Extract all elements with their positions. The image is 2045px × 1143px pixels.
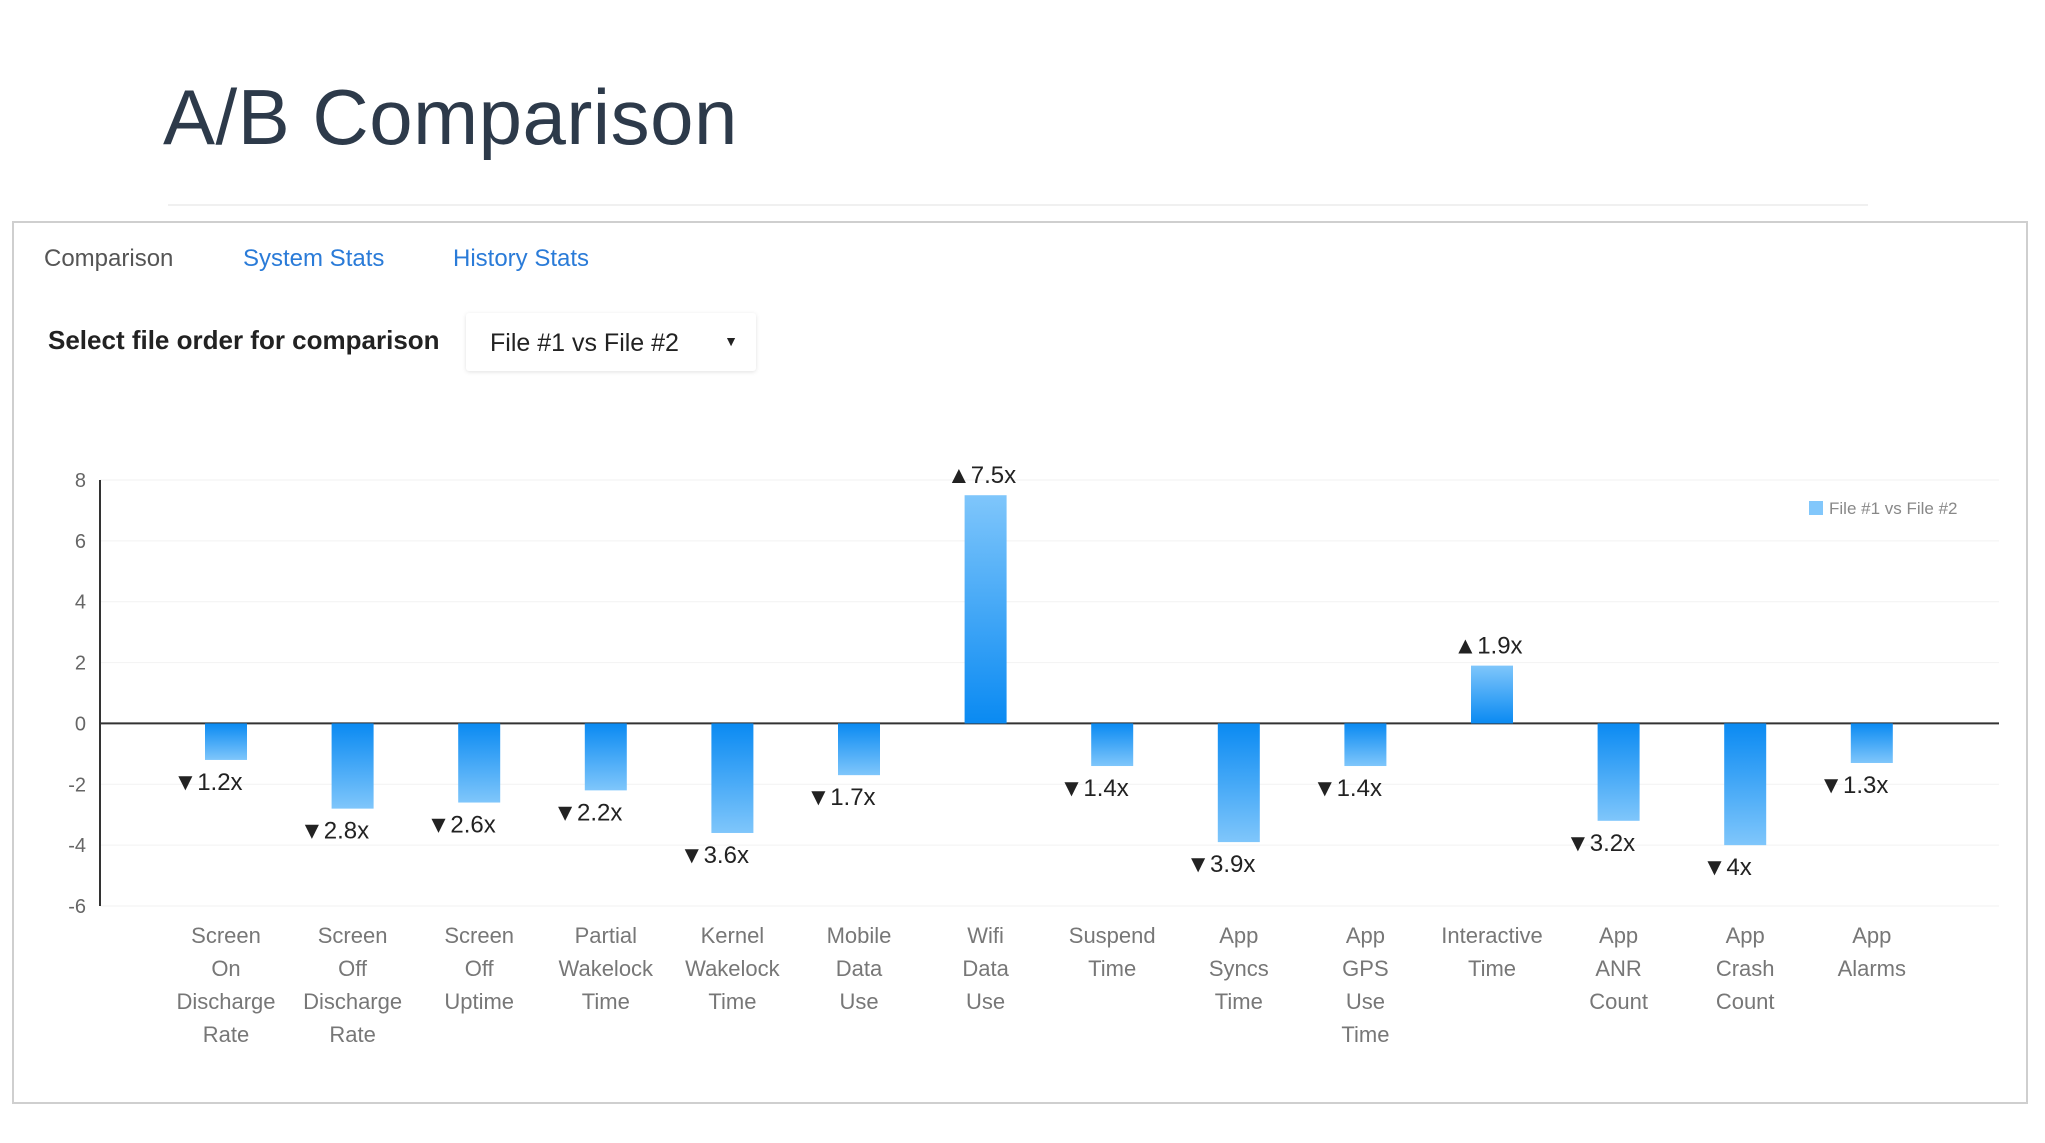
bar[interactable]: [458, 723, 501, 803]
data-label: ▼1.7x: [806, 784, 875, 811]
data-label: ▲7.5x: [947, 462, 1016, 489]
data-label: ▼4x: [1703, 854, 1752, 881]
bar[interactable]: [331, 723, 374, 809]
bar[interactable]: [1850, 723, 1893, 763]
x-tick-label: App GPS Use Time: [1341, 923, 1389, 1047]
file-order-row: Select file order for comparison File #1…: [38, 309, 938, 375]
x-tick-label: Kernel Wakelock Time: [685, 923, 781, 1014]
data-label: ▼3.2x: [1566, 830, 1635, 857]
data-label: ▼1.4x: [1313, 775, 1382, 802]
x-tick-label: Interactive Time: [1441, 923, 1543, 981]
x-tick-label: App ANR Count: [1589, 923, 1648, 1014]
x-tick-label: Wifi Data Use: [962, 923, 1009, 1014]
bar[interactable]: [1724, 723, 1767, 846]
file-order-select[interactable]: File #1 vs File #2 ▼: [466, 313, 756, 371]
data-label: ▼3.6x: [680, 842, 749, 869]
y-tick-label: 6: [75, 531, 86, 553]
title-divider: [168, 204, 1868, 206]
y-tick-label: 2: [75, 653, 86, 675]
x-tick-label: App Alarms: [1838, 923, 1906, 981]
bar[interactable]: [964, 495, 1007, 724]
file-order-label: Select file order for comparison: [48, 325, 440, 355]
x-tick-label: Partial Wakelock Time: [559, 923, 655, 1014]
x-tick-label: Suspend Time: [1069, 923, 1156, 981]
tab-system-stats[interactable]: System Stats: [243, 245, 385, 272]
x-tick-label: Screen Off Uptime: [444, 923, 514, 1014]
file-order-value: File #1 vs File #2: [490, 329, 679, 357]
data-label: ▼2.2x: [553, 799, 622, 826]
comparison-bar-chart: -6 -4 -2 0 2 4 6 8 ▼1.2x Screen On Discharge Rate ▼2…: [68, 462, 1999, 1047]
x-tick-label: App Syncs Time: [1209, 923, 1269, 1014]
legend-swatch: [1809, 501, 1823, 515]
triangle-down-icon: ▼: [724, 333, 738, 349]
comparison-panel: Comparison System Stats History Stats Se…: [12, 221, 2028, 1104]
legend-label: File #1 vs File #2: [1829, 499, 1958, 518]
data-label: ▼3.9x: [1186, 851, 1255, 878]
x-tick-label: Screen On Discharge Rate: [176, 923, 275, 1047]
bar[interactable]: [711, 723, 754, 833]
x-tick-label: App Crash Count: [1716, 923, 1775, 1014]
y-tick-label: 4: [75, 592, 86, 614]
tab-bar: Comparison System Stats History Stats: [14, 223, 2026, 293]
bar[interactable]: [1471, 665, 1513, 724]
data-label: ▼1.3x: [1819, 772, 1888, 799]
x-tick-label: Mobile Data Use: [827, 923, 892, 1014]
bar[interactable]: [838, 723, 880, 776]
y-tick-label: -2: [68, 774, 86, 796]
y-tick-label: -6: [68, 896, 86, 918]
bar[interactable]: [1597, 723, 1640, 821]
bar[interactable]: [205, 723, 247, 760]
y-tick-label: -4: [68, 835, 86, 857]
data-label: ▼1.2x: [173, 769, 242, 796]
bar[interactable]: [584, 723, 627, 791]
bar[interactable]: [1344, 723, 1387, 767]
data-label: ▼1.4x: [1060, 775, 1129, 802]
data-label: ▼2.8x: [300, 818, 369, 845]
tab-comparison[interactable]: Comparison: [44, 245, 174, 272]
y-tick-label: 0: [75, 713, 86, 735]
y-tick-label: 8: [75, 470, 86, 492]
bar[interactable]: [1217, 723, 1260, 843]
page-title: A/B Comparison: [163, 73, 738, 161]
tab-history-stats[interactable]: History Stats: [453, 245, 590, 272]
bar[interactable]: [1091, 723, 1134, 767]
x-tick-label: Screen Off Discharge Rate: [303, 923, 402, 1047]
data-label: ▲1.9x: [1453, 633, 1522, 660]
data-label: ▼2.6x: [427, 812, 496, 839]
